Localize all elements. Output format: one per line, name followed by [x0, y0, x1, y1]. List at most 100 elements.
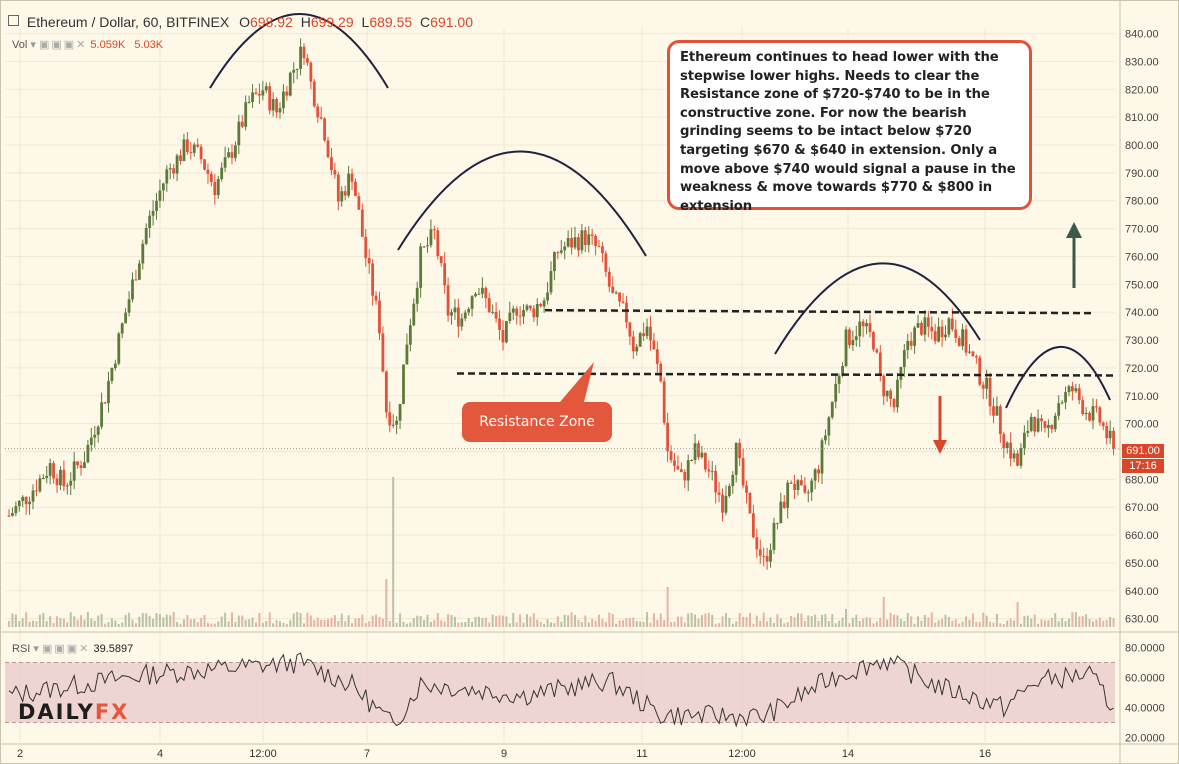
candle-body: [724, 496, 728, 513]
candle-body: [282, 91, 285, 109]
dropdown-icon[interactable]: ▾: [33, 643, 39, 655]
volume-bar: [69, 612, 72, 627]
volume-bar: [8, 621, 10, 627]
volume-bar: [611, 614, 614, 627]
volume-bar: [477, 616, 480, 627]
candle-body: [683, 471, 687, 481]
candle-body: [1009, 442, 1013, 459]
volume-bar: [28, 621, 31, 627]
candle-body: [354, 181, 357, 197]
volume-bar: [464, 622, 467, 627]
volume-bar: [141, 613, 144, 627]
volume-bar: [471, 621, 474, 627]
candle-body: [209, 173, 213, 182]
rsi-header: RSI ▾ ▣▣▣✕ 39.5897: [12, 642, 133, 655]
volume-bar: [399, 613, 402, 627]
rsi-label[interactable]: RSI: [12, 643, 31, 655]
candle-body: [553, 252, 556, 272]
candle-body: [326, 140, 330, 158]
candle-body: [474, 293, 477, 297]
volume-bar: [714, 623, 717, 627]
candle-body: [419, 246, 423, 288]
volume-bar: [796, 613, 799, 627]
collapse-icon[interactable]: [8, 15, 19, 26]
candle-body: [878, 352, 882, 376]
candle-body: [491, 311, 495, 313]
candle-body: [779, 501, 783, 523]
annotation-overlays: [209, 13, 1114, 454]
candle-body: [134, 279, 138, 281]
candle-body: [89, 437, 93, 445]
candle-body: [1108, 430, 1112, 439]
volume-bar: [303, 623, 306, 627]
volume-bar: [447, 614, 450, 627]
volume-bar: [608, 612, 611, 627]
candle-body: [45, 475, 49, 479]
volume-bar: [186, 615, 189, 627]
candle-body: [275, 99, 278, 113]
candle-body: [875, 349, 879, 353]
candle-body: [529, 305, 532, 309]
head-arc-2: [397, 150, 647, 257]
price-tick-label: 680.00: [1125, 474, 1159, 486]
volume-bar: [117, 623, 120, 627]
candle-body: [1067, 386, 1071, 393]
candle-body: [306, 58, 309, 63]
candle-body: [117, 333, 121, 364]
symbol-title[interactable]: Ethereum / Dollar, 60, BITFINEX: [26, 14, 230, 30]
open-value: 698.92: [249, 14, 293, 30]
candle-body: [594, 235, 597, 246]
volume-bar: [786, 622, 789, 627]
volume-bar: [913, 623, 916, 627]
volume-bar: [941, 618, 944, 627]
candle-body: [659, 363, 663, 382]
volume-bar: [296, 612, 299, 627]
candle-body: [35, 490, 38, 492]
candle-body: [185, 139, 189, 153]
volume-bar: [906, 612, 909, 627]
candle-body: [76, 461, 80, 466]
candle-body: [1064, 392, 1067, 403]
volume-bar: [580, 622, 583, 627]
volume-bar: [930, 612, 933, 627]
volume-bar: [1040, 619, 1043, 627]
candle-body: [244, 102, 248, 127]
candle-body: [487, 298, 491, 313]
volume-bar: [532, 613, 535, 627]
head-arc-3: [774, 262, 981, 355]
candle-body: [79, 465, 83, 469]
volume-bar: [265, 621, 268, 627]
candle-body: [439, 256, 443, 264]
volume-bar: [591, 618, 594, 627]
volume-bar: [783, 623, 786, 627]
volume-bar: [285, 623, 288, 627]
rsi-tick-label: 20.0000: [1125, 733, 1165, 745]
volume-bar: [155, 613, 158, 627]
volume-bar: [182, 619, 185, 627]
candle-body: [909, 341, 913, 346]
volume-bar: [971, 613, 974, 627]
candle-body: [957, 338, 961, 347]
volume-bar: [958, 623, 961, 627]
volume-bar: [923, 615, 926, 627]
volume-bar: [227, 621, 230, 627]
candle-body: [288, 72, 292, 96]
candle-body: [758, 549, 762, 556]
settings-icons[interactable]: ▣▣▣✕: [38, 39, 88, 51]
candle-body: [14, 506, 18, 514]
settings-icons[interactable]: ▣▣▣✕: [42, 643, 91, 655]
volume-bar: [851, 617, 854, 627]
volume-bar: [601, 618, 604, 627]
volume-bar: [443, 621, 446, 627]
candle-body: [762, 555, 766, 557]
price-tick-label: 800.00: [1125, 140, 1159, 152]
volume-bar: [824, 614, 827, 627]
volume-bar: [21, 618, 24, 627]
candle-body: [662, 381, 666, 423]
volume-label[interactable]: Vol: [12, 39, 28, 51]
candle-body: [17, 500, 21, 507]
candle-body: [161, 183, 165, 191]
volume-bar: [282, 622, 285, 627]
candle-body: [1022, 432, 1026, 449]
dropdown-icon[interactable]: ▾: [30, 39, 36, 51]
